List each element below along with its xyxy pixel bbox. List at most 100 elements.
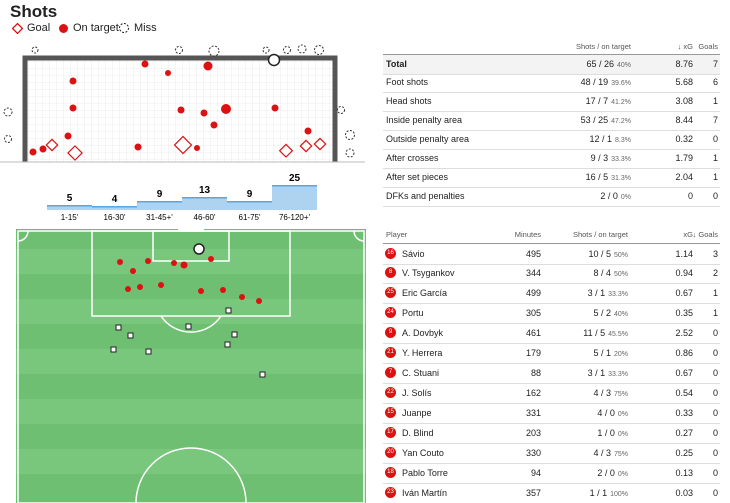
bar-label: 9 [247,189,253,200]
shots: 12 / 1 [589,134,613,144]
bin-label: 46-60' [194,213,216,222]
player-row: 25 Eric García 499 3 / 1 33.3% 0.67 1 [383,283,720,304]
goals: 2 [712,268,718,278]
on-target-pct: 8.3% [615,137,631,144]
shots-cell: 3 / 1 33.3% [588,284,628,304]
player-name: Portu [402,308,424,318]
goals: 0 [712,191,718,201]
shots-cell: 9 / 3 33.3% [591,149,631,169]
legend-miss: Miss [118,22,157,34]
shots-cell: 53 / 25 47.2% [581,111,631,131]
minutes: 357 [525,488,541,498]
player-name: Iván Martín [402,488,448,498]
stats-row: Foot shots 48 / 19 39.6% 5.68 6 [383,73,720,93]
player-row: 20 Yan Couto 330 4 / 3 75% 0.25 0 [383,443,720,464]
shots-cell: 2 / 0 0% [600,187,631,207]
player-row: 15 Juanpe 331 4 / 0 0% 0.33 0 [383,403,720,424]
minutes: 461 [525,328,541,338]
on-target-pct: 47.2% [611,118,631,125]
bar-top [272,185,317,187]
goals: 3 [712,249,718,259]
pitch-shots [117,256,262,304]
xg: 0.94 [675,268,693,278]
on-target-pct: 40% [616,62,631,69]
xg: 0.27 [675,428,693,438]
on-target-pct: 39.6% [611,80,631,87]
column-header: Shots / on target [575,42,631,51]
page-title: Shots [10,2,58,21]
stats-row: Head shots 17 / 7 41.2% 3.08 1 [383,92,720,112]
on-target-pct: 0% [617,411,628,418]
column-header: ↓ xG [677,42,693,51]
minutes: 330 [525,448,541,458]
goal-markers [45,135,327,161]
shots: 2 / 0 [600,191,618,201]
stats-table: Shots / on target ↓ xG Goals Total 65 / 26 40… [383,38,720,208]
goals: 1 [712,172,718,182]
shots-cell: 12 / 1 8.3% [590,130,632,150]
pitch-misses [110,307,266,378]
bar [182,197,227,210]
goals: 7 [712,59,718,69]
on-target-pct: 75% [613,391,628,398]
goal-frame [22,55,338,162]
on-target-pct: 50% [613,252,628,259]
shots-cell: 17 / 7 41.2% [586,92,631,112]
stats-row: DFKs and penalties 2 / 0 0% 0 0 [383,187,720,207]
shots-cell: 4 / 0 0% [597,404,628,424]
shirt-number: 24 [385,307,396,318]
player-row: 18 Pablo Torre 94 2 / 0 0% 0.13 0 [383,463,720,484]
shots-cell: 48 / 19 39.6% [581,73,631,93]
on-target-pct: 40% [613,311,628,318]
shirt-number: 9 [385,327,396,338]
minutes: 331 [525,408,541,418]
pitch [16,229,366,503]
player-name: Juanpe [402,408,432,418]
bin-label: 61-75' [239,213,261,222]
goals: 0 [712,488,718,498]
player-name: Pablo Torre [402,468,448,478]
row-label: Outside penalty area [386,134,470,144]
shots: 5 / 2 [593,308,611,318]
bar-label: 25 [289,173,301,184]
row-label: Foot shots [386,77,429,87]
goals: 6 [712,77,718,87]
goals: 0 [712,428,718,438]
shirt-number: 7 [385,367,396,378]
shots: 53 / 25 [580,115,609,125]
legend-goal: Goal [12,22,50,34]
column-header: Player [386,230,408,239]
shots: 1 / 1 [589,488,608,498]
legend-label: Goal [27,22,51,34]
xg: 0 [687,191,693,201]
shots-cell: 10 / 5 50% [588,245,628,265]
shots: 1 / 0 [597,428,615,438]
shot-markers [29,60,312,156]
shots: 10 / 5 [588,249,611,259]
minutes: 305 [525,308,541,318]
row-label: After crosses [386,153,439,163]
bin-label: 1-15' [61,213,79,222]
shots: 11 / 5 [583,328,606,338]
shots-cell: 65 / 26 40% [586,55,631,75]
column-header: Goals [698,42,718,51]
player-name: Sávio [402,249,425,259]
player-row: 8 V. Tsygankov 344 8 / 4 50% 0.94 2 [383,263,720,284]
shots: 8 / 4 [593,268,611,278]
stats-row: Outside penalty area 12 / 1 8.3% 0.32 0 [383,130,720,150]
minutes: 88 [530,368,541,378]
player-name: V. Tsygankov [402,268,455,278]
shots-cell: 5 / 1 20% [593,344,628,364]
stats-row: Inside penalty area 53 / 25 47.2% 8.44 7 [383,111,720,131]
player-row: 24 Portu 305 5 / 2 40% 0.35 1 [383,303,720,324]
xg: 0.33 [675,408,693,418]
bar-label: 5 [67,193,73,204]
shots: 16 / 5 [585,172,609,182]
column-header: ↓ Goals [692,230,718,239]
goals: 0 [712,388,718,398]
shirt-number: 21 [385,347,396,358]
on-target-pct: 31.3% [611,175,631,182]
xg: 8.76 [675,59,693,69]
goal-map [0,44,365,163]
player-row: 22 J. Solís 162 4 / 3 75% 0.54 0 [383,383,720,404]
